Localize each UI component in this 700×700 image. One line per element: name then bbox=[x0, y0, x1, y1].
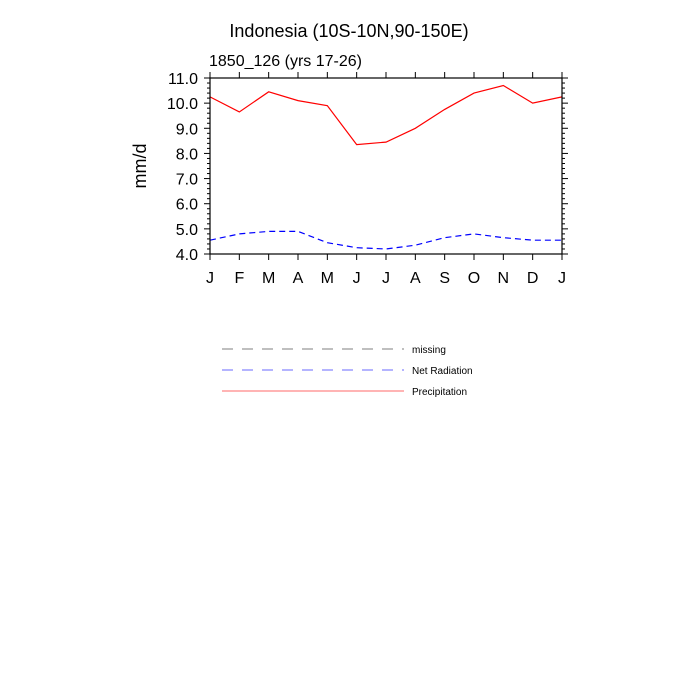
y-tick-label: 10.0 bbox=[167, 96, 198, 113]
plot-frame bbox=[209, 77, 563, 255]
legend-label: Net Radiation bbox=[412, 366, 473, 377]
y-tick-label: 8.0 bbox=[176, 146, 198, 163]
y-tick-label: 4.0 bbox=[176, 247, 198, 264]
x-tick-label: J bbox=[382, 270, 390, 287]
x-tick-label: O bbox=[468, 270, 480, 287]
legend-label: missing bbox=[412, 345, 446, 356]
x-tick-label: A bbox=[410, 270, 421, 287]
plot-lines bbox=[209, 84, 563, 250]
x-tick-label: J bbox=[353, 270, 361, 287]
y-tick-label: 11.0 bbox=[168, 71, 198, 88]
legend: missing Net Radiation Precipitation bbox=[222, 345, 473, 398]
series-line-precipitation bbox=[209, 84, 563, 146]
legend-label: Precipitation bbox=[412, 387, 467, 398]
chart-subtitle: 1850_126 (yrs 17-26) bbox=[209, 53, 362, 70]
y-tick-label: 5.0 bbox=[176, 222, 198, 239]
x-tick-label: M bbox=[321, 270, 334, 287]
x-tick-label: N bbox=[498, 270, 510, 287]
x-tick-label: A bbox=[293, 270, 304, 287]
axes: 4.05.06.07.08.09.010.011.0J F M A M J J A S O N D J bbox=[167, 71, 568, 287]
x-tick-label: F bbox=[234, 270, 244, 287]
y-tick-label: 9.0 bbox=[176, 121, 198, 138]
x-tick-label: J bbox=[558, 270, 566, 287]
y-axis-label: mm/d bbox=[130, 144, 150, 189]
x-tick-label: S bbox=[439, 270, 450, 287]
x-tick-label: D bbox=[527, 270, 539, 287]
chart-title: Indonesia (10S-10N,90-150E) bbox=[229, 21, 468, 41]
series-line-net-radiation bbox=[209, 230, 562, 250]
y-tick-label: 7.0 bbox=[176, 172, 198, 189]
x-tick-label: J bbox=[206, 270, 214, 287]
y-tick-label: 6.0 bbox=[176, 197, 198, 214]
x-tick-label: M bbox=[262, 270, 275, 287]
